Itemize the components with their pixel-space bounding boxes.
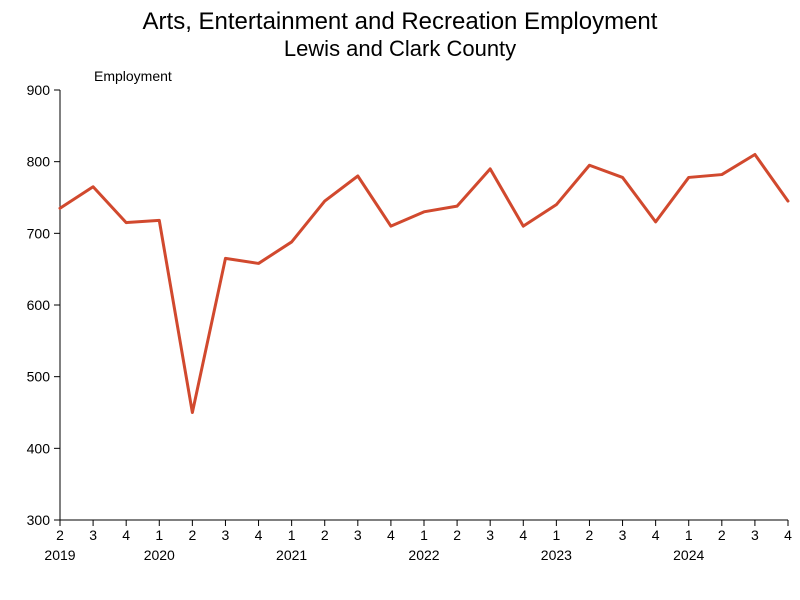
svg-text:2: 2 xyxy=(188,527,196,543)
svg-text:3: 3 xyxy=(222,527,230,543)
svg-text:2024: 2024 xyxy=(673,547,704,563)
employment-line-chart: Arts, Entertainment and Recreation Emplo… xyxy=(0,0,800,600)
svg-text:4: 4 xyxy=(784,527,792,543)
svg-text:2022: 2022 xyxy=(408,547,439,563)
svg-text:800: 800 xyxy=(27,154,51,170)
svg-text:2: 2 xyxy=(586,527,594,543)
svg-text:2: 2 xyxy=(453,527,461,543)
svg-text:2: 2 xyxy=(718,527,726,543)
svg-text:500: 500 xyxy=(27,369,51,385)
svg-text:4: 4 xyxy=(652,527,660,543)
svg-text:3: 3 xyxy=(751,527,759,543)
svg-text:3: 3 xyxy=(89,527,97,543)
svg-text:1: 1 xyxy=(685,527,693,543)
svg-text:4: 4 xyxy=(122,527,130,543)
svg-text:2: 2 xyxy=(321,527,329,543)
svg-text:2: 2 xyxy=(56,527,64,543)
svg-text:3: 3 xyxy=(354,527,362,543)
svg-text:1: 1 xyxy=(288,527,296,543)
svg-text:1: 1 xyxy=(552,527,560,543)
svg-text:4: 4 xyxy=(519,527,527,543)
svg-text:4: 4 xyxy=(387,527,395,543)
svg-text:2023: 2023 xyxy=(541,547,572,563)
svg-text:900: 900 xyxy=(27,82,51,98)
svg-text:3: 3 xyxy=(486,527,494,543)
chart-svg: 300 400 500 600 700 800 900 2 3 4 1 2 3 4 1 2 3 4 1 2 3 4 1 2 3 4… xyxy=(0,0,800,600)
svg-text:2020: 2020 xyxy=(144,547,175,563)
svg-text:700: 700 xyxy=(27,225,51,241)
svg-text:2021: 2021 xyxy=(276,547,307,563)
svg-text:1: 1 xyxy=(420,527,428,543)
svg-text:600: 600 xyxy=(27,297,51,313)
svg-text:1: 1 xyxy=(155,527,163,543)
svg-text:3: 3 xyxy=(619,527,627,543)
svg-text:400: 400 xyxy=(27,440,51,456)
svg-text:2019: 2019 xyxy=(44,547,75,563)
svg-text:300: 300 xyxy=(27,512,51,528)
svg-text:4: 4 xyxy=(255,527,263,543)
